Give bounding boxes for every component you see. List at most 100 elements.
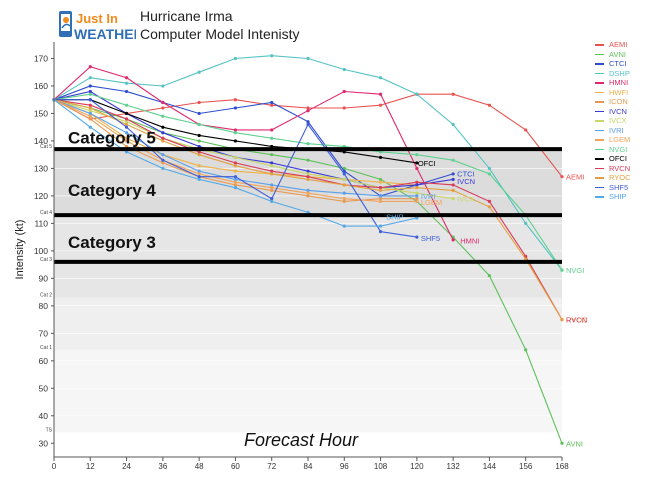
point-ivri-60 <box>233 177 238 182</box>
point-icon-12 <box>88 117 92 121</box>
legend-swatch-ivri <box>595 129 604 131</box>
legend-item-icon: ICON <box>595 97 631 107</box>
y-tick-label-9: 120 <box>34 191 48 201</box>
category-tick-4: Cat 4 <box>40 210 52 216</box>
point-rvcn-12 <box>88 103 92 107</box>
x-tick-label-3: 36 <box>158 462 167 471</box>
point-dshp-96 <box>342 67 346 72</box>
point-ryoc-168 <box>560 317 564 322</box>
point-shf5-36 <box>161 158 165 162</box>
legend-swatch-avni <box>595 53 604 55</box>
point-ivri-120 <box>415 194 419 198</box>
band-1 <box>54 349 562 433</box>
point-ofci-108 <box>378 155 383 160</box>
legend-label-ofci: OFCI <box>609 154 627 163</box>
category-tick-2: Cat 2 <box>40 293 52 299</box>
legend-label-lgem: LGEM <box>609 135 631 144</box>
point-dshp-72 <box>270 54 274 58</box>
series-end-label-9: AEMI <box>566 173 584 182</box>
point-rvcn-84 <box>306 175 310 179</box>
point-ryoc-24 <box>124 122 129 127</box>
point-icon-36 <box>161 161 165 165</box>
point-ctci-12 <box>88 84 92 88</box>
point-nvgi-132 <box>451 158 455 162</box>
point-avni-108 <box>378 177 383 182</box>
series-end-label-3: IVRI <box>421 192 436 201</box>
series-end-label-11: RYOC <box>566 316 588 325</box>
legend-item-hmni: HMNI <box>595 78 631 88</box>
point-ctci-60 <box>233 106 238 110</box>
point-lgem-96 <box>342 197 346 201</box>
point-rvcn-132 <box>451 183 455 187</box>
point-icon-72 <box>270 188 274 193</box>
x-tick-label-6: 72 <box>267 462 276 471</box>
legend-label-ivri: IVRI <box>609 125 624 135</box>
legend-swatch-ship <box>595 196 604 198</box>
legend-label-nvgi: NVGI <box>609 144 628 154</box>
series-layer <box>52 54 564 445</box>
series-end-label-13: AVNI <box>566 439 583 448</box>
series-end-label-12: RVCN <box>566 316 587 325</box>
point-ryoc-84 <box>306 177 310 182</box>
category-label-0: Category 5 <box>68 129 156 148</box>
point-nvgi-72 <box>270 136 274 140</box>
legend-label-avni: AVNI <box>609 49 626 59</box>
x-tick-label-5: 60 <box>231 462 240 471</box>
series-line-hmni <box>53 66 454 241</box>
point-ivri-84 <box>306 188 310 193</box>
legend-label-ship: SHIP <box>609 192 627 201</box>
point-ryoc-144 <box>487 205 492 209</box>
x-tick-label-10: 120 <box>410 462 424 471</box>
point-shf5-60 <box>233 175 238 179</box>
legend-swatch-ofci <box>595 158 604 160</box>
point-ship-48 <box>197 177 201 182</box>
point-dshp-120 <box>415 92 419 96</box>
point-aemi-36 <box>161 106 165 110</box>
legend-swatch-ctci <box>595 63 604 65</box>
point-aemi-108 <box>378 103 383 107</box>
legend-swatch-dshp <box>595 72 604 74</box>
x-tick-label-13: 156 <box>519 462 533 471</box>
legend-item-ctci: CTCI <box>595 59 631 69</box>
legend-swatch-icon <box>595 101 604 103</box>
point-ryoc-60 <box>233 164 238 168</box>
point-hmni-84 <box>306 109 310 113</box>
point-dshp-144 <box>487 166 492 171</box>
legend-label-hmni: HMNI <box>609 78 629 87</box>
point-hmni-72 <box>270 128 274 132</box>
point-shf5-96 <box>342 172 346 176</box>
y-tick-label-10: 130 <box>34 163 48 173</box>
point-ivcn-84 <box>306 169 310 173</box>
point-ivcx-60 <box>233 155 238 160</box>
y-tick-label-1: 40 <box>39 411 49 421</box>
point-ivcn-120 <box>415 183 419 187</box>
point-ivri-48 <box>197 169 201 173</box>
point-aemi-156 <box>524 128 528 132</box>
legend-swatch-nvgi <box>595 148 604 150</box>
series-end-label-6: SHIP <box>386 213 404 222</box>
series-ctci <box>52 84 455 198</box>
x-axis-title: Forecast Hour <box>244 430 359 450</box>
point-dshp-48 <box>197 70 201 74</box>
point-ctci-84 <box>306 120 310 124</box>
point-hwfi-108 <box>378 180 383 184</box>
y-tick-label-2: 50 <box>39 383 49 393</box>
point-ryoc-108 <box>378 188 383 193</box>
point-ryoc-72 <box>270 172 274 176</box>
x-tick-label-9: 108 <box>374 462 388 471</box>
point-ofci-48 <box>197 133 201 138</box>
point-icon-96 <box>342 199 346 204</box>
logo-line2: WEATHER <box>74 26 136 42</box>
series-rvcn <box>52 98 564 322</box>
y-tick-label-4: 70 <box>39 328 49 338</box>
legend-swatch-aemi <box>595 44 604 46</box>
legend-label-aemi: AEMI <box>609 40 628 49</box>
point-rvcn-36 <box>161 136 165 140</box>
point-ivcx-132 <box>451 197 455 201</box>
point-dshp-156 <box>524 221 528 225</box>
legend-label-rvcn: RVCN <box>609 163 631 173</box>
point-aemi-96 <box>342 106 346 110</box>
series-end-label-7: SHF5 <box>421 234 440 243</box>
point-rvcn-108 <box>378 186 383 190</box>
